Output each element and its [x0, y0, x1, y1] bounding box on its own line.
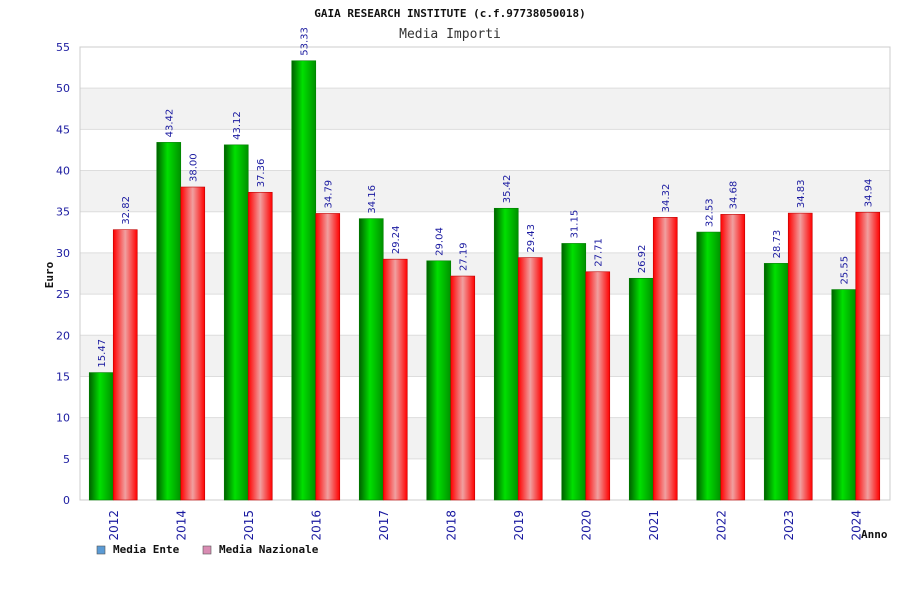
x-tick-label: 2012	[107, 510, 121, 541]
y-tick-label: 25	[56, 288, 70, 301]
bar-media-ente-2019	[493, 207, 519, 501]
bar-media-ente-2018	[426, 260, 452, 501]
plot-background	[80, 47, 890, 500]
data-label: 26.92	[637, 245, 648, 274]
bar-media-nazionale-2016	[315, 213, 341, 501]
data-label: 32.53	[705, 198, 716, 227]
y-tick-label: 45	[56, 123, 70, 136]
bar-media-ente-2022	[696, 231, 722, 501]
data-label: 34.16	[367, 185, 378, 214]
grid-band	[80, 417, 890, 459]
chart-subtitle: Media Importi	[399, 27, 501, 42]
bar-media-nazionale-2023	[787, 212, 813, 501]
bar-media-nazionale-2021	[652, 217, 678, 501]
plot-frame	[79, 46, 891, 501]
data-label: 25.55	[840, 256, 851, 285]
bar-media-ente-2021	[628, 277, 654, 501]
grid-band	[80, 88, 890, 130]
data-label: 29.43	[526, 224, 537, 253]
x-tick-label: 2024	[849, 510, 863, 541]
bar-media-ente-2020	[561, 243, 587, 501]
bar-media-ente-2023	[763, 263, 789, 501]
y-tick-label: 50	[56, 82, 70, 95]
data-labels: 15.47 32.82 43.42 38.00 43.12 37.36 53.33 34.79…	[97, 27, 875, 367]
y-tick-label: 15	[56, 370, 70, 383]
bar-media-ente-2016	[291, 60, 317, 501]
data-label: 43.42	[165, 109, 176, 138]
data-label: 34.79	[324, 180, 335, 209]
x-tick-label: 2018	[444, 510, 458, 541]
bar-media-nazionale-2022	[720, 214, 746, 501]
y-tick-label: 0	[63, 494, 70, 507]
x-tick-label: 2020	[579, 510, 593, 541]
legend: Media Ente Media Nazionale	[96, 543, 319, 556]
bars	[88, 60, 881, 501]
data-label: 38.00	[189, 153, 200, 182]
legend-label-media-ente: Media Ente	[113, 543, 180, 556]
bar-media-nazionale-2020	[585, 271, 611, 501]
legend-label-media-nazionale: Media Nazionale	[219, 543, 319, 556]
data-label: 27.71	[594, 238, 605, 267]
data-label: 29.24	[391, 226, 402, 255]
bar-media-nazionale-2015	[247, 191, 273, 501]
x-tick-label: 2022	[714, 510, 728, 541]
data-label: 34.94	[864, 179, 875, 208]
data-label: 31.15	[570, 210, 581, 239]
data-label: 35.42	[502, 175, 513, 204]
grid-band	[80, 252, 890, 295]
bar-media-ente-2017	[358, 218, 384, 501]
data-label: 29.04	[435, 227, 446, 256]
x-tick-label: 2015	[242, 510, 256, 541]
x-axis-ticks: 2012 2014 2015 2016 2017 2018 2019 2020 2021 2022…	[107, 510, 864, 541]
data-label: 32.82	[121, 196, 132, 225]
x-tick-label: 2021	[647, 510, 661, 541]
y-tick-label: 20	[56, 329, 70, 342]
grid-band	[80, 170, 890, 212]
y-axis-label: Euro	[43, 261, 56, 288]
bar-media-ente-2014	[156, 142, 182, 501]
y-tick-label: 10	[56, 412, 70, 425]
data-label: 53.33	[300, 27, 311, 56]
bar-media-ente-2012	[88, 372, 114, 501]
legend-swatch-media-ente	[96, 545, 106, 555]
chart-title: GAIA RESEARCH INSTITUTE (c.f.97738050018…	[314, 7, 586, 20]
bar-media-ente-2024	[831, 289, 857, 501]
y-tick-label: 55	[56, 41, 70, 54]
bar-media-nazionale-2018	[450, 275, 476, 501]
x-tick-label: 2017	[377, 510, 391, 541]
y-tick-label: 35	[56, 206, 70, 219]
x-tick-label: 2023	[782, 510, 796, 541]
data-label: 43.12	[232, 111, 243, 140]
data-label: 28.73	[772, 230, 783, 259]
data-label: 27.19	[459, 242, 470, 271]
y-tick-label: 5	[63, 453, 70, 466]
grid-band	[80, 335, 890, 377]
data-label: 34.83	[796, 179, 807, 208]
legend-swatch-media-nazionale	[202, 545, 212, 555]
data-label: 37.36	[256, 159, 267, 188]
bar-media-nazionale-2017	[382, 258, 408, 501]
x-tick-label: 2014	[174, 510, 188, 541]
bar-media-ente-2015	[223, 144, 249, 501]
bar-media-nazionale-2012	[112, 229, 138, 501]
y-tick-label: 40	[56, 165, 70, 178]
data-label: 15.47	[97, 339, 108, 368]
y-axis-ticks: 0 5 10 15 20 25 30 35 40 45 50 55	[56, 41, 70, 507]
bar-media-nazionale-2019	[517, 257, 543, 501]
bar-media-nazionale-2024	[855, 211, 881, 501]
y-tick-label: 30	[56, 247, 70, 260]
data-label: 34.32	[661, 184, 672, 213]
x-axis-label: Anno	[861, 528, 888, 541]
x-tick-label: 2019	[512, 510, 526, 541]
data-label: 34.68	[729, 181, 740, 210]
bar-media-nazionale-2014	[180, 186, 206, 501]
x-tick-label: 2016	[309, 510, 323, 541]
